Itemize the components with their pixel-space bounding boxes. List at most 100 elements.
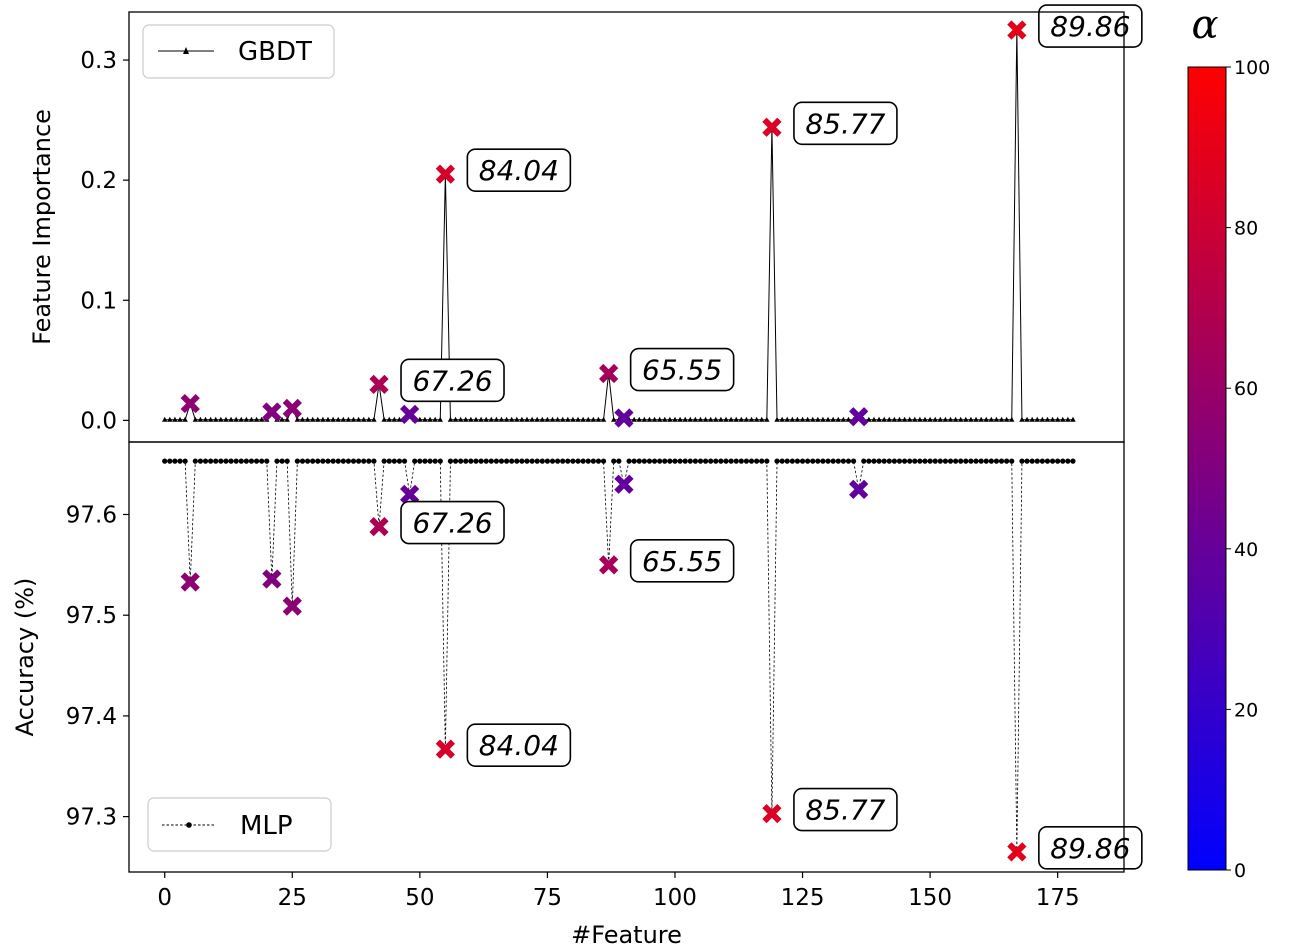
- gbdt-point: [662, 416, 668, 422]
- gbdt-point: [371, 416, 377, 422]
- gbdt-point: [386, 416, 392, 422]
- mlp-point: [958, 458, 964, 464]
- mlp-highlight-marker: [614, 474, 634, 494]
- gbdt-point: [325, 416, 331, 422]
- gbdt-point: [473, 416, 479, 422]
- gbdt-point: [983, 416, 989, 422]
- x-tick-label: 125: [781, 885, 825, 911]
- bottom-y-axis-label: Accuracy (%): [11, 578, 39, 737]
- gbdt-point: [299, 416, 306, 422]
- mlp-point: [202, 458, 209, 464]
- mlp-point: [1039, 458, 1045, 464]
- gbdt-point: [759, 416, 765, 422]
- mlp-point: [835, 458, 841, 464]
- gbdt-point: [228, 416, 234, 422]
- mlp-point: [682, 458, 688, 464]
- mlp-highlight-marker: [262, 569, 282, 589]
- annotation-box: [466, 148, 572, 192]
- mlp-point: [748, 458, 755, 464]
- mlp-point: [238, 458, 244, 464]
- mlp-highlight-marker: [849, 479, 869, 499]
- gbdt-point: [1065, 416, 1071, 422]
- gbdt-point: [1029, 416, 1035, 422]
- gbdt-point: [335, 416, 341, 422]
- mlp-point: [417, 458, 423, 464]
- annotation-box: [400, 500, 505, 545]
- gbdt-point: [692, 416, 699, 422]
- mlp-point: [590, 458, 596, 464]
- mlp-point: [743, 458, 750, 464]
- gbdt-point: [381, 416, 387, 422]
- mlp-point: [1004, 458, 1010, 464]
- mlp-point: [264, 458, 270, 464]
- gbdt-point: [743, 416, 750, 422]
- mlp-point: [963, 458, 969, 464]
- gbdt-point: [447, 416, 454, 422]
- mlp-point: [473, 458, 479, 464]
- mlp-point: [172, 458, 178, 464]
- mlp-point: [922, 458, 928, 464]
- mlp-point: [825, 458, 831, 464]
- mlp-point: [1024, 458, 1030, 464]
- mlp-point: [968, 458, 974, 464]
- gbdt-point: [309, 416, 316, 422]
- gbdt-point: [723, 416, 729, 422]
- gbdt-point: [866, 416, 872, 422]
- gbdt-point: [922, 416, 928, 422]
- mlp-point: [248, 458, 255, 464]
- gbdt-point: [702, 416, 709, 422]
- gbdt-point: [993, 416, 1000, 422]
- mlp-point: [529, 458, 535, 464]
- mlp-point: [896, 458, 903, 464]
- gbdt-highlight-marker: [282, 398, 302, 418]
- mlp-point: [805, 458, 811, 464]
- mlp-point: [667, 458, 673, 464]
- gbdt-point: [952, 416, 959, 422]
- mlp-point: [983, 458, 989, 464]
- gbdt-point: [1003, 416, 1010, 422]
- mlp-point: [539, 458, 545, 464]
- mlp-point: [733, 458, 739, 464]
- gbdt-point: [713, 416, 719, 422]
- mlp-point: [850, 458, 857, 464]
- gbdt-point: [973, 416, 979, 422]
- colorbar: [1187, 66, 1227, 871]
- mlp-point: [942, 458, 949, 464]
- mlp-point: [177, 458, 183, 464]
- y-tick-label: 97.5: [66, 603, 117, 629]
- mlp-point: [1055, 458, 1061, 464]
- gbdt-point: [248, 416, 255, 422]
- mlp-point: [208, 458, 214, 464]
- mlp-point: [784, 458, 790, 464]
- gbdt-point: [794, 416, 801, 422]
- mlp-point: [815, 458, 821, 464]
- gbdt-point: [432, 416, 438, 422]
- annotation-label: 67.26: [412, 507, 492, 540]
- annotation-box: [629, 539, 735, 583]
- gbdt-point: [718, 416, 724, 422]
- gbdt-point: [1054, 416, 1061, 422]
- mlp-point: [514, 458, 520, 464]
- mlp-point: [544, 458, 551, 464]
- y-tick-label: 0.3: [80, 48, 117, 74]
- gbdt-point: [753, 416, 760, 422]
- gbdt-point: [1044, 416, 1051, 422]
- mlp-point: [820, 458, 826, 464]
- mlp-point: [1009, 458, 1015, 464]
- gbdt-point: [570, 416, 576, 422]
- mlp-point: [396, 458, 403, 464]
- gbdt-point: [600, 416, 607, 422]
- mlp-point: [677, 458, 683, 464]
- mlp-point: [259, 458, 265, 464]
- gbdt-point: [978, 416, 984, 422]
- mlp-point: [509, 458, 515, 464]
- gbdt-point: [830, 416, 836, 422]
- mlp-point: [1065, 458, 1071, 464]
- gbdt-point: [355, 416, 362, 422]
- gbdt-point: [815, 416, 821, 422]
- gbdt-point: [804, 416, 811, 422]
- gbdt-point: [366, 416, 372, 422]
- mlp-point: [901, 458, 908, 464]
- plot-data-layer: [162, 20, 1076, 862]
- mlp-point: [356, 458, 362, 464]
